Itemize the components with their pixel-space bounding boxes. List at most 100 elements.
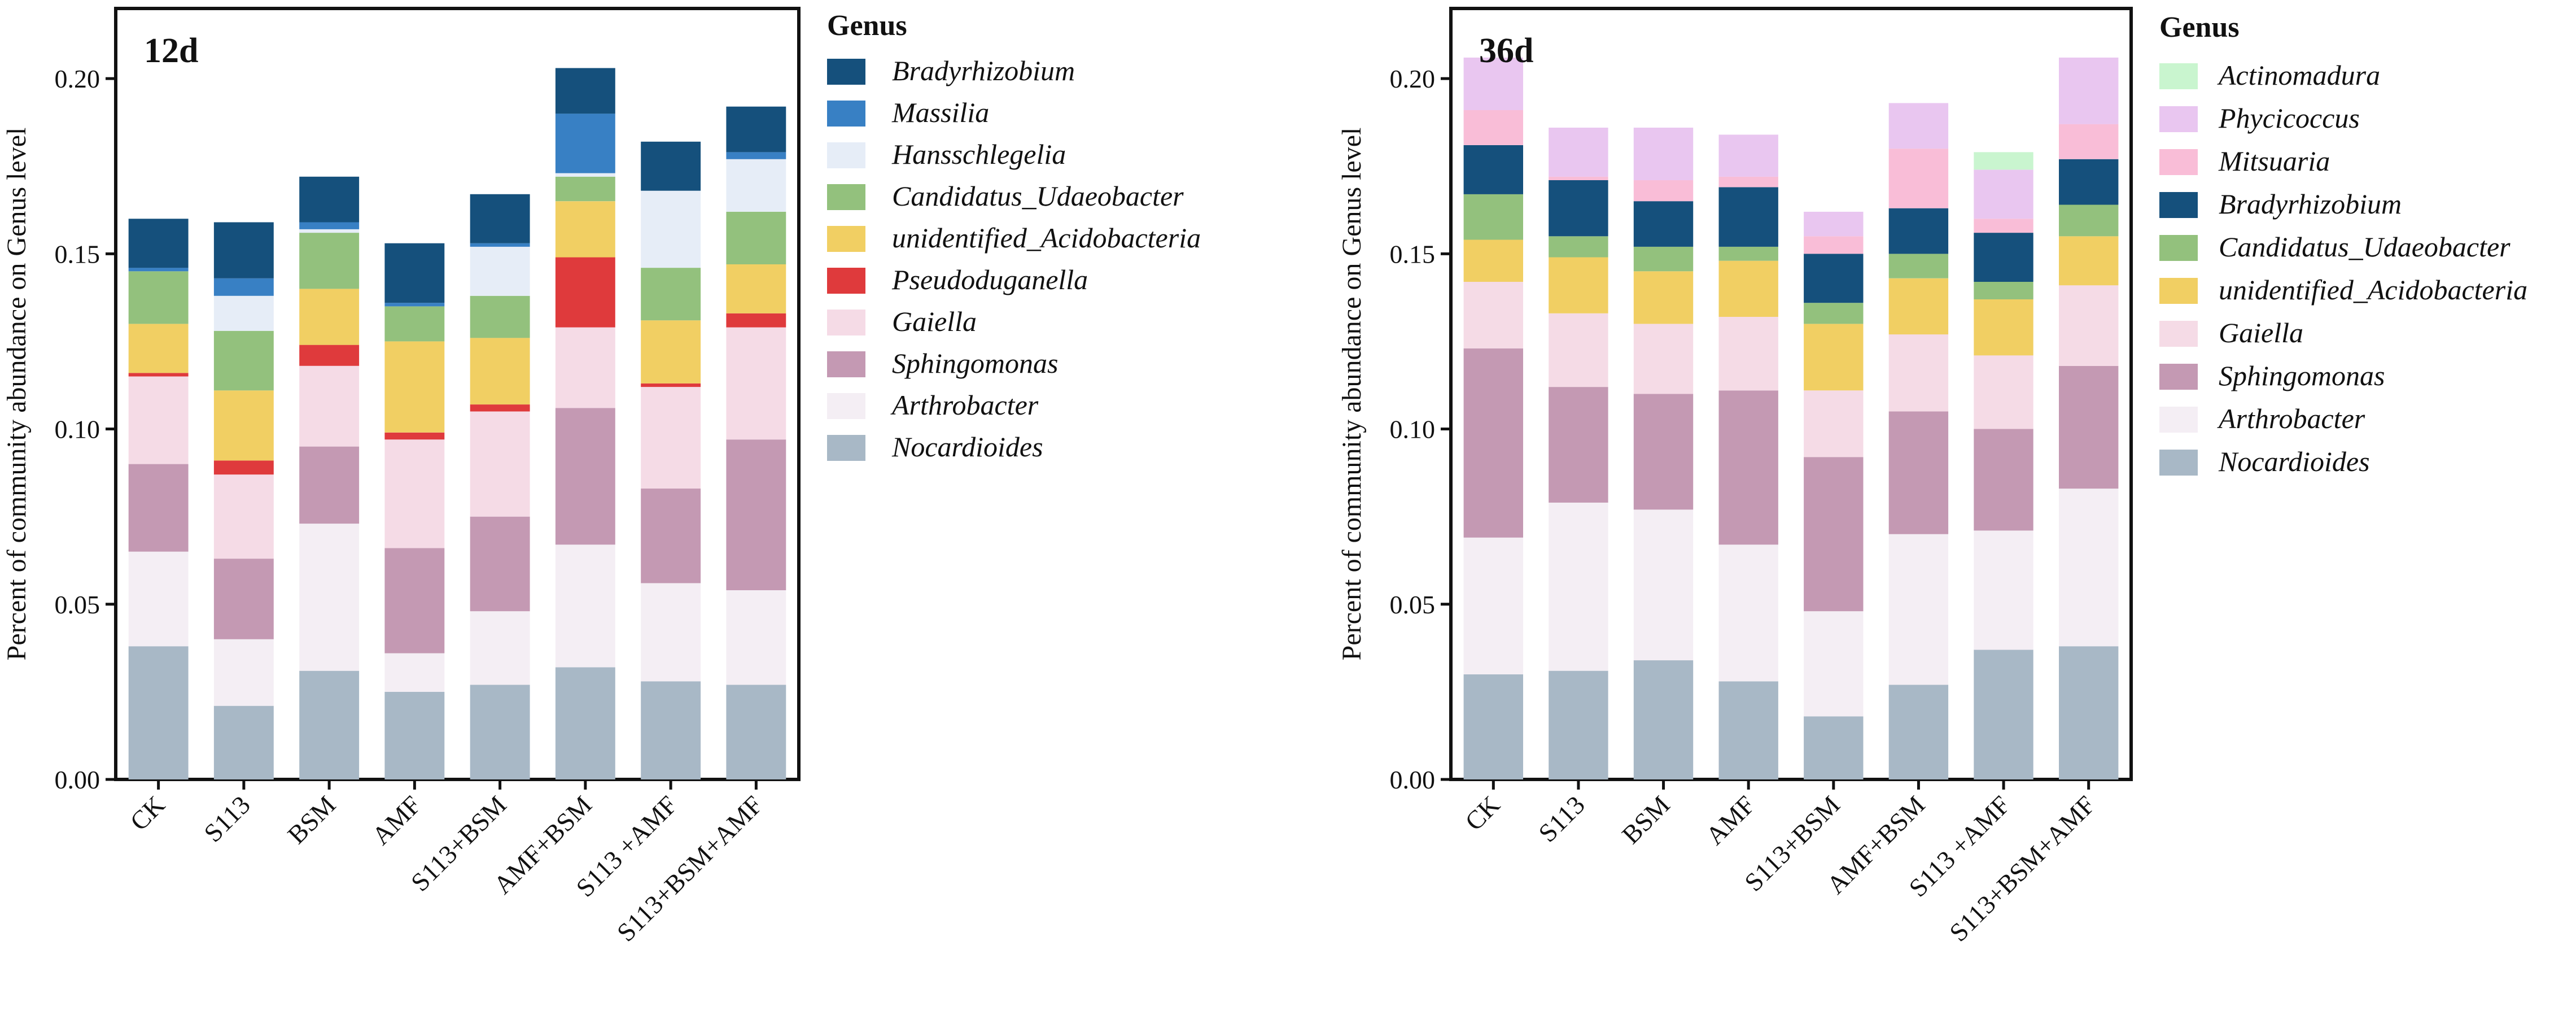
bar-segment-phycicoccus-s113 (1549, 128, 1608, 177)
bar-segment-massilia-amf (384, 303, 445, 307)
bar-segment-bradyrhizobium-bsm (299, 176, 360, 223)
bar-segment-sphingomonas-s113 (1549, 387, 1608, 503)
bar-segment-candidatus-udaeobacter-bsm (1633, 246, 1694, 272)
bar-segment-arthrobacter-bsm (299, 524, 360, 671)
legend-label-mitsuaria: Mitsuaria (2218, 145, 2330, 177)
legend-swatch-arthrobacter (827, 393, 865, 419)
bar-segment-gaiella-amf (384, 439, 445, 548)
bar-segment-phycicoccus-amf-bsm (1888, 103, 1949, 149)
bar-segment-candidatus-udaeobacter-s113-bsm-amf (2059, 204, 2119, 237)
legend-label-pseudoduganella: Pseudoduganella (891, 264, 1088, 295)
bar-segment-gaiella-s113-bsm-amf (2059, 285, 2119, 366)
bar-segment-bradyrhizobium-s113-bsm-amf (726, 106, 786, 152)
bar-segment-bradyrhizobium-s113-amf (641, 141, 701, 191)
legend-label-unidentified-acidobacteria: unidentified_Acidobacteria (892, 222, 1201, 254)
legend-swatch-massilia (827, 101, 865, 127)
bar-segment-nocardioides-amf-bsm (1888, 685, 1949, 779)
y-tick-label: 0.00 (1390, 765, 1436, 794)
bar-segment-bradyrhizobium-s113-bsm-amf (2059, 159, 2119, 205)
bar-segment-phycicoccus-s113-bsm (1804, 211, 1864, 237)
bar-segment-sphingomonas-s113 (213, 559, 274, 639)
bar-segment-hansschlegelia-bsm (299, 229, 360, 233)
legend-label-sphingomonas: Sphingomonas (2219, 360, 2385, 391)
legend-label-phycicoccus: Phycicoccus (2218, 102, 2360, 134)
legend-label-nocardioides: Nocardioides (2218, 446, 2370, 477)
y-tick-label: 0.15 (55, 239, 100, 268)
bar-segment-arthrobacter-amf-bsm (1888, 534, 1949, 685)
bar-segment-mitsuaria-s113-bsm-amf (2059, 124, 2119, 159)
legend-label-hansschlegelia: Hansschlegelia (891, 138, 1066, 170)
bar-segment-arthrobacter-s113 (213, 639, 274, 706)
bar-segment-nocardioides-bsm (1633, 660, 1694, 779)
bar-segment-candidatus-udaeobacter-amf-bsm (1888, 254, 1949, 278)
bar-segment-sphingomonas-amf (1718, 390, 1778, 545)
bar-segment-mitsuaria-s113 (1549, 176, 1608, 180)
bar-segment-bradyrhizobium-bsm (1633, 201, 1694, 247)
y-tick-label: 0.20 (55, 64, 100, 93)
bar-segment-bradyrhizobium-amf (384, 243, 445, 303)
bar-segment-nocardioides-s113 (213, 705, 274, 779)
bar-segment-sphingomonas-ck (1463, 348, 1523, 538)
bar-segment-bradyrhizobium-s113-amf (1974, 233, 2033, 282)
legend-swatch-mitsuaria (2159, 149, 2198, 175)
bar-segment-unidentified-acidobacteria-s113-amf (641, 320, 701, 384)
bar-segment-arthrobacter-s113-bsm (1804, 611, 1864, 717)
bar-segment-pseudoduganella-amf (384, 432, 445, 440)
bar-segment-arthrobacter-s113-bsm (470, 611, 530, 685)
bar-segment-massilia-bsm (299, 222, 360, 229)
bar-segment-arthrobacter-s113-bsm-amf (2059, 489, 2119, 647)
bar-segment-massilia-s113-bsm (470, 243, 530, 247)
bar-segment-arthrobacter-amf (384, 653, 445, 692)
bar-segment-unidentified-acidobacteria-amf-bsm (555, 201, 615, 258)
legend-label-candidatus-udaeobacter: Candidatus_Udaeobacter (2219, 231, 2511, 263)
bar-segment-bradyrhizobium-s113 (1549, 180, 1608, 237)
bar-segment-sphingomonas-s113-amf (1974, 429, 2033, 531)
bar-segment-candidatus-udaeobacter-ck (1463, 194, 1523, 240)
plot-frame (114, 7, 801, 781)
panel-tag: 12d (144, 32, 198, 70)
bar-segment-gaiella-s113-bsm-amf (726, 327, 786, 440)
bar-segment-hansschlegelia-s113-bsm-amf (726, 159, 786, 212)
legend-swatch-bradyrhizobium (827, 59, 865, 85)
x-category-label: AMF (366, 790, 427, 851)
legend-swatch-gaiella (827, 310, 865, 335)
x-category-label: S113 (1533, 790, 1590, 848)
bar-segment-unidentified-acidobacteria-s113-bsm (470, 338, 530, 405)
panel-36d: 0.00 0.05 0.10 0.15 0.20 CK S113 BSM AMF S113+BSM… (1337, 7, 2527, 947)
legend-swatch-arthrobacter (2159, 407, 2198, 433)
bar-segment-pseudoduganella-s113-bsm-amf (726, 313, 786, 328)
legend-label-massilia: Massilia (891, 97, 989, 128)
bar-segment-pseudoduganella-bsm (299, 345, 360, 366)
x-category-label: BSM (1616, 790, 1676, 849)
bar-segment-unidentified-acidobacteria-s113 (213, 390, 274, 461)
bar-segment-nocardioides-s113-bsm-amf (726, 685, 786, 779)
legend-swatch-candidatus-udaeobacter (827, 184, 865, 210)
x-category-label: CK (124, 790, 170, 836)
bar-segment-phycicoccus-ck (1463, 57, 1523, 110)
bar-segment-nocardioides-s113-amf (1974, 650, 2033, 779)
bar-segment-gaiella-s113-bsm (470, 411, 530, 517)
bar-segment-bradyrhizobium-s113-bsm (470, 194, 530, 243)
x-category-label: CK (1459, 790, 1505, 836)
bar-segment-sphingomonas-s113-bsm (470, 516, 530, 612)
y-tick-label: 0.20 (1390, 64, 1436, 93)
bar-segment-gaiella-s113 (1549, 313, 1608, 387)
bar-segment-nocardioides-amf (1718, 681, 1778, 779)
bar-segment-nocardioides-amf-bsm (555, 667, 615, 779)
legend-label-gaiella: Gaiella (892, 306, 977, 337)
bar-segment-sphingomonas-s113-bsm (1804, 457, 1864, 612)
bar-segment-candidatus-udaeobacter-bsm (299, 233, 360, 289)
bar-segment-unidentified-acidobacteria-bsm (299, 289, 360, 345)
bar-segment-nocardioides-s113 (1549, 670, 1608, 779)
bar-segment-gaiella-s113 (213, 474, 274, 559)
bar-segment-unidentified-acidobacteria-s113 (1549, 257, 1608, 313)
bar-segment-unidentified-acidobacteria-s113-amf (1974, 299, 2033, 356)
bar-segment-massilia-amf-bsm (555, 114, 615, 173)
bar-segment-candidatus-udaeobacter-s113-bsm-amf (726, 211, 786, 264)
bar-segment-sphingomonas-bsm (299, 446, 360, 524)
bar-segment-bradyrhizobium-amf (1718, 187, 1778, 247)
bar-segment-unidentified-acidobacteria-ck (128, 324, 189, 373)
bar-segment-gaiella-bsm (299, 365, 360, 447)
panel-tag: 36d (1479, 32, 1533, 70)
bar-segment-hansschlegelia-amf-bsm (555, 173, 615, 177)
